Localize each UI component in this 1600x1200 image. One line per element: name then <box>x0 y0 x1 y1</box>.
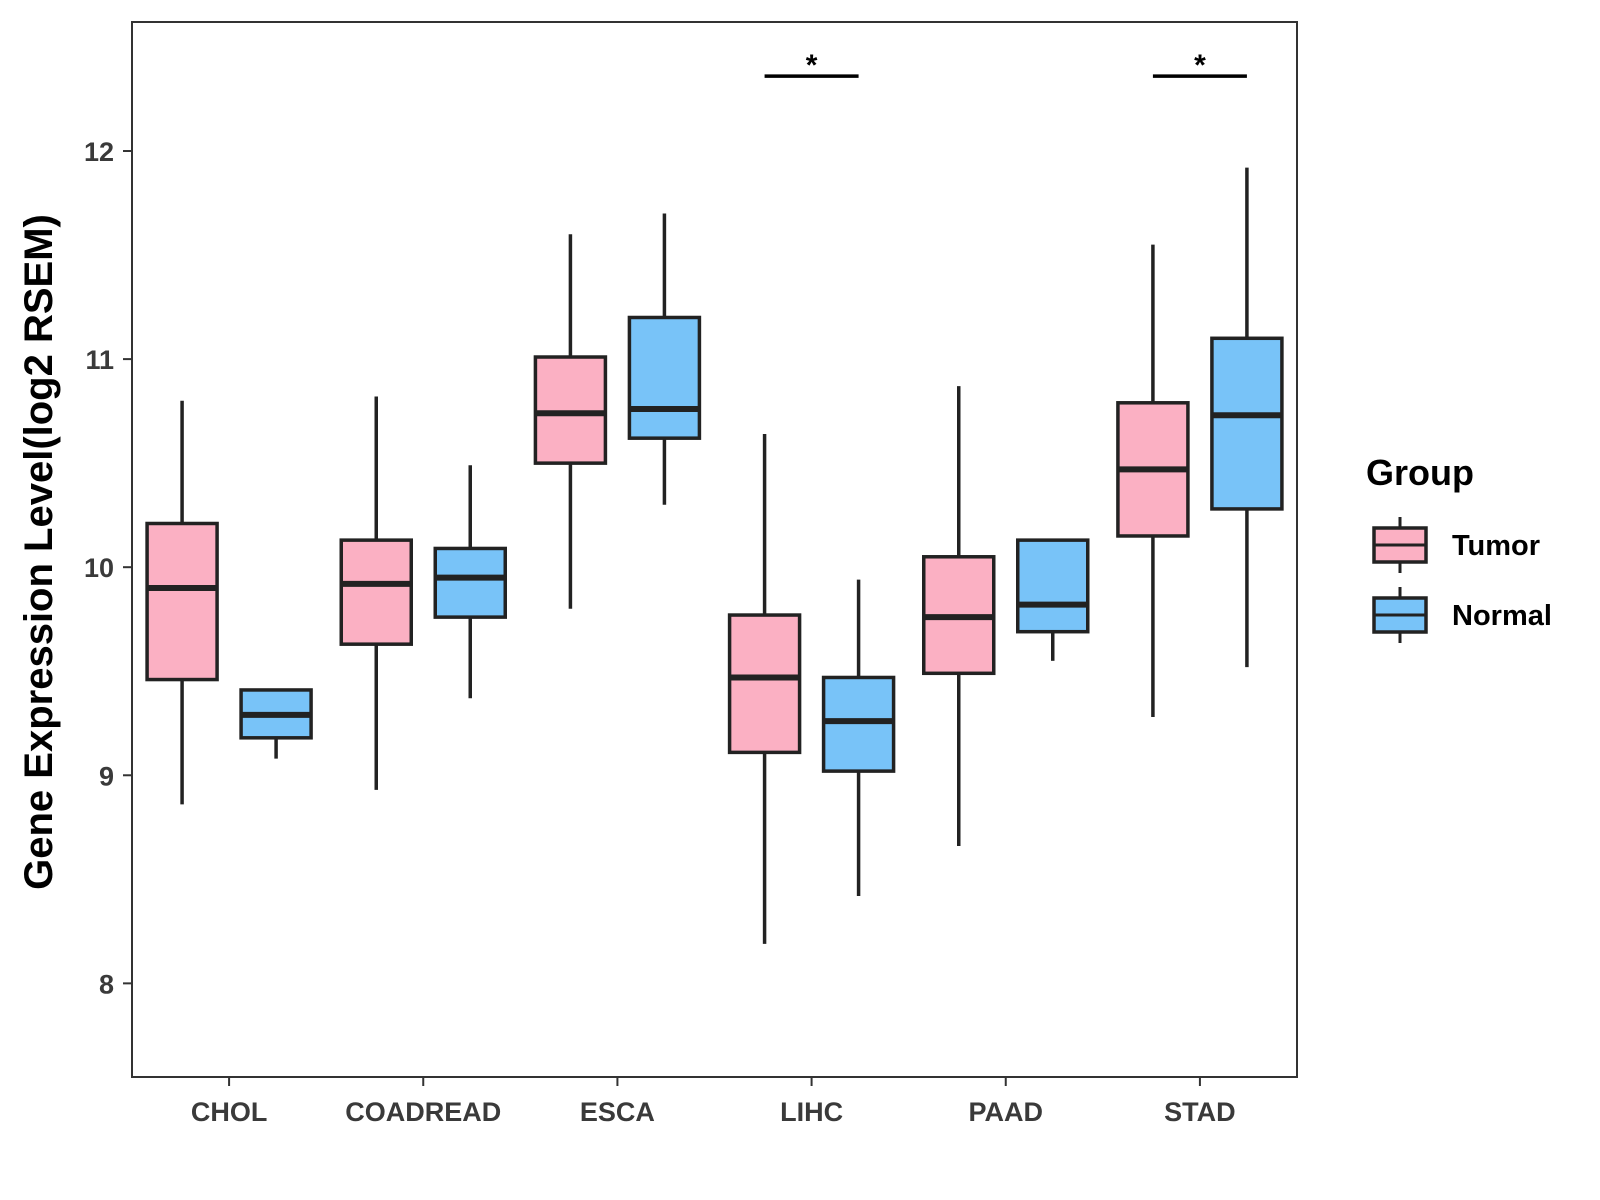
y-tick-label: 11 <box>85 345 114 375</box>
box-body <box>1210 336 1284 511</box>
significance-lihc: * <box>764 49 859 82</box>
box-normal-paad <box>1016 538 1090 661</box>
significance-stad: * <box>1152 49 1247 82</box>
box-normal-stad <box>1210 167 1284 668</box>
x-tick-label: LIHC <box>780 1097 843 1127</box>
box-normal-lihc <box>821 579 896 896</box>
x-tick-label: ESCA <box>580 1097 655 1127</box>
y-tick-label: 12 <box>84 137 114 167</box>
box-body <box>627 315 702 440</box>
box-tumor-stad <box>1116 244 1190 718</box>
box-tumor-chol <box>145 400 219 805</box>
box-body <box>339 538 413 646</box>
box-body <box>533 355 608 465</box>
box-tumor-lihc <box>727 434 802 944</box>
legend-title: Group <box>1366 452 1474 493</box>
plot-border <box>131 21 1298 1078</box>
box-normal-coadread <box>433 465 507 699</box>
legend: Group Tumor Normal <box>1366 452 1552 643</box>
box-tumor-paad <box>922 386 996 847</box>
y-tick-label: 8 <box>99 969 114 999</box>
x-tick-label: STAD <box>1164 1097 1236 1127</box>
legend-label: Normal <box>1452 600 1552 632</box>
box-normal-chol <box>239 688 313 759</box>
x-tick-label: COADREAD <box>345 1097 501 1127</box>
legend-item-tumor: Tumor <box>1372 517 1540 573</box>
box-body <box>1016 538 1090 634</box>
box-body <box>145 521 219 682</box>
significance-label: * <box>1194 49 1206 82</box>
plot-area: * * <box>145 49 1284 944</box>
box-body <box>727 613 802 755</box>
axes: 8 9 10 11 12 CHOL COADREAD ESCA LIHC PAAD STAD <box>84 21 1298 1127</box>
legend-item-normal: Normal <box>1372 587 1552 643</box>
box-body <box>433 546 507 619</box>
significance-label: * <box>806 49 818 82</box>
box-tumor-coadread <box>339 396 413 790</box>
x-tick-label: CHOL <box>191 1097 268 1127</box>
y-axis-title: Gene Expression Level(log2 RSEM) <box>17 214 61 890</box>
box-tumor-esca <box>533 234 608 609</box>
box-body <box>821 675 896 773</box>
y-tick-label: 10 <box>84 553 114 583</box>
y-tick-label: 9 <box>99 761 114 791</box>
x-tick-label: PAAD <box>968 1097 1043 1127</box>
box-normal-esca <box>627 213 702 505</box>
legend-label: Tumor <box>1452 530 1540 562</box>
